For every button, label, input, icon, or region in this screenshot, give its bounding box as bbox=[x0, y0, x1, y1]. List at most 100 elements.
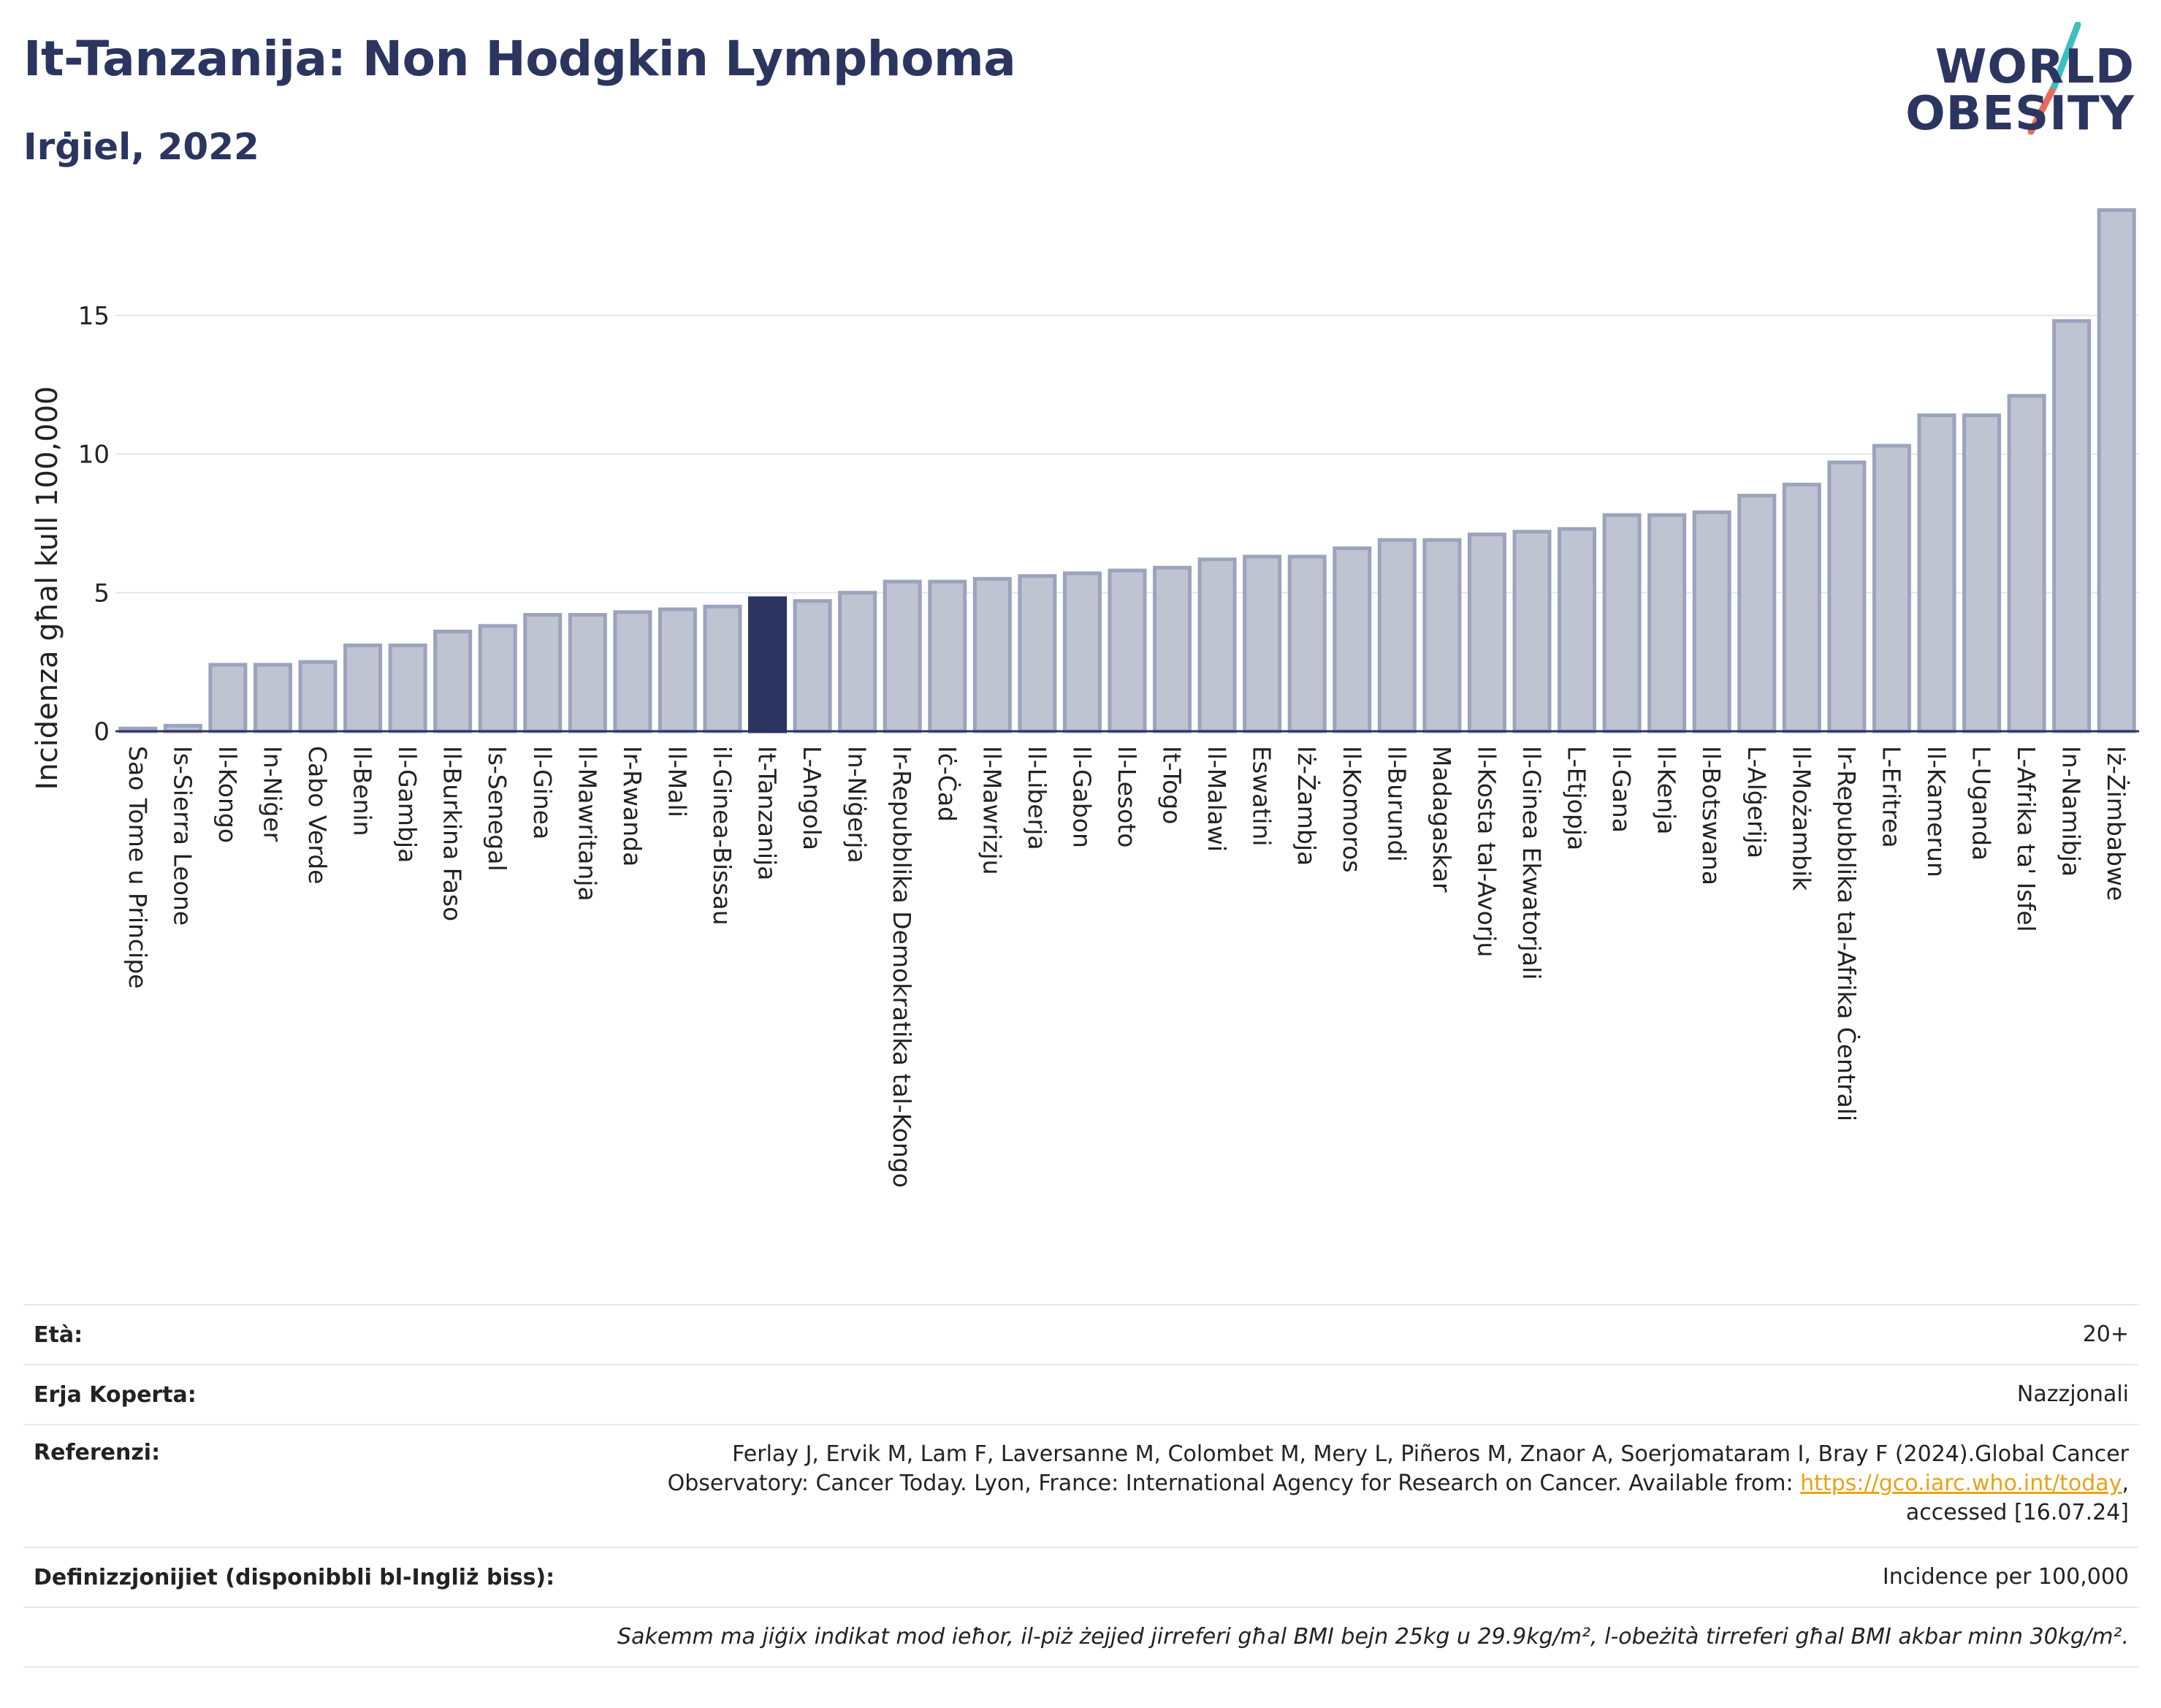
category-label: L-Angola bbox=[798, 746, 826, 850]
reference-line-2: Observatory: Cancer Today. Lyon, France:… bbox=[668, 1469, 2129, 1498]
category-label: Il-Malawi bbox=[1203, 746, 1231, 852]
category-label: Il-Ginea Ekwatorjali bbox=[1517, 746, 1546, 980]
world-obesity-logo: WORLD OBESITY bbox=[1899, 22, 2148, 153]
bar[interactable] bbox=[1512, 530, 1552, 733]
bar[interactable] bbox=[748, 596, 788, 733]
bar[interactable] bbox=[883, 579, 922, 733]
age-value: 20+ bbox=[2082, 1322, 2129, 1347]
category-label: Il-Burundi bbox=[1382, 746, 1411, 862]
category-label: Il-Możambik bbox=[1787, 746, 1815, 891]
category-label: Il-Kenja bbox=[1653, 746, 1681, 834]
category-label: Il-Burkina Faso bbox=[438, 746, 467, 921]
bar[interactable] bbox=[1737, 493, 1777, 733]
bar[interactable] bbox=[1692, 510, 1731, 733]
logo-slash-icon bbox=[2027, 22, 2081, 135]
category-label: In-Niġer bbox=[258, 746, 286, 842]
definitions-label: Definizzjonijiet (disponibbli bl-Ingliż … bbox=[34, 1564, 555, 1590]
bar[interactable] bbox=[1962, 413, 2002, 733]
bar[interactable] bbox=[1108, 568, 1147, 733]
category-label: Iż-Żambja bbox=[1292, 746, 1321, 866]
category-label: Il-Lesoto bbox=[1113, 746, 1141, 847]
reference-link[interactable]: https://gco.iarc.who.int/today bbox=[1800, 1471, 2122, 1496]
y-tick-label: 15 bbox=[78, 302, 110, 331]
bar[interactable] bbox=[658, 607, 697, 733]
bar[interactable] bbox=[433, 629, 473, 733]
bar[interactable] bbox=[568, 613, 607, 733]
bar[interactable] bbox=[253, 663, 292, 733]
age-label: Età: bbox=[34, 1322, 83, 1348]
category-label: Eswatini bbox=[1248, 746, 1276, 846]
bar[interactable] bbox=[2052, 319, 2092, 733]
bar[interactable] bbox=[1333, 546, 1372, 733]
bar[interactable] bbox=[298, 660, 338, 733]
bar[interactable] bbox=[388, 643, 427, 733]
category-label: Ir-Repubblika Demokratika tal-Kongo bbox=[888, 746, 916, 1188]
references-label: Referenzi: bbox=[34, 1440, 161, 1465]
bar[interactable] bbox=[1197, 557, 1237, 733]
bar[interactable] bbox=[1018, 573, 1057, 733]
logo-line-2: OBESITY bbox=[1905, 87, 2135, 141]
info-row-definitions: Definizzjonijiet (disponibbli bl-Ingliż … bbox=[23, 1547, 2139, 1606]
category-label: Il-Mali bbox=[663, 746, 691, 817]
bar[interactable] bbox=[1827, 460, 1867, 733]
category-label: Sao Tome u Principe bbox=[123, 746, 152, 988]
category-label: Iż-Żimbabwe bbox=[2102, 746, 2130, 901]
bar[interactable] bbox=[1377, 538, 1417, 733]
category-label: Il-Gabon bbox=[1067, 746, 1096, 848]
bar[interactable] bbox=[838, 590, 877, 733]
area-value: Nazzjonali bbox=[2016, 1381, 2129, 1407]
reference-line-2-comma: , bbox=[2122, 1471, 2129, 1496]
reference-line-2-text: Observatory: Cancer Today. Lyon, France:… bbox=[667, 1471, 1801, 1496]
reference-line-3: accessed [16.07.24] bbox=[1905, 1500, 2129, 1525]
y-tick-label: 5 bbox=[94, 579, 110, 608]
bar[interactable] bbox=[1422, 538, 1462, 733]
bar[interactable] bbox=[208, 663, 248, 733]
category-label: Cabo Verde bbox=[303, 746, 332, 884]
bar[interactable] bbox=[793, 599, 832, 733]
bar[interactable] bbox=[613, 610, 652, 733]
category-label: In-Namibja bbox=[2057, 746, 2086, 877]
category-label: Il-Mawritanja bbox=[573, 746, 601, 901]
category-label: L-Afrika ta' Isfel bbox=[2012, 746, 2040, 932]
bar[interactable] bbox=[478, 624, 517, 733]
info-row-area: Erja Koperta: Nazzjonali bbox=[23, 1364, 2139, 1424]
category-label: Madagaskar bbox=[1428, 746, 1456, 893]
bar[interactable] bbox=[1782, 482, 1821, 733]
bar[interactable] bbox=[2097, 208, 2136, 733]
bar[interactable] bbox=[523, 613, 563, 733]
bar[interactable] bbox=[343, 643, 383, 733]
bar-chart: 0 5 10 15 Sao Tome u Principe Is-Sierra Leon… bbox=[31, 208, 2139, 1188]
bar[interactable] bbox=[2007, 394, 2046, 733]
references-value: Ferlay J, Ervik M, Lam F, Laversanne M, … bbox=[668, 1440, 2129, 1528]
category-label: L-Alġerija bbox=[1742, 746, 1771, 858]
bar[interactable] bbox=[1243, 554, 1282, 733]
footnote: Sakemm ma jiġix indikat mod ieħor, il-pi… bbox=[617, 1624, 2129, 1650]
bar[interactable] bbox=[703, 604, 742, 733]
category-label: Il-Gambja bbox=[393, 746, 422, 863]
page-subtitle: Irġiel, 2022 bbox=[23, 126, 259, 168]
bar[interactable] bbox=[1602, 513, 1642, 733]
reference-line-1: Ferlay J, Ervik M, Lam F, Laversanne M, … bbox=[732, 1441, 2129, 1467]
category-label: Il-Kamerun bbox=[1922, 746, 1951, 877]
bar[interactable] bbox=[1153, 565, 1192, 733]
bar[interactable] bbox=[1917, 413, 1956, 733]
bar[interactable] bbox=[1647, 513, 1687, 733]
page-title: It-Tanzanija: Non Hodgkin Lymphoma bbox=[23, 31, 1016, 87]
bar[interactable] bbox=[1287, 554, 1327, 733]
category-label: Ir-Repubblika tal-Afrika Ċentrali bbox=[1832, 746, 1861, 1121]
bar[interactable] bbox=[1062, 571, 1102, 733]
info-row-note: Sakemm ma jiġix indikat mod ieħor, il-pi… bbox=[23, 1606, 2139, 1668]
bar[interactable] bbox=[928, 579, 967, 733]
category-label: Il-Botswana bbox=[1697, 746, 1726, 885]
bar[interactable] bbox=[1872, 443, 1911, 733]
bar[interactable] bbox=[1558, 527, 1597, 733]
bar[interactable] bbox=[1467, 533, 1506, 733]
category-label: It-Togo bbox=[1158, 746, 1186, 824]
category-label: Is-Sierra Leone bbox=[168, 746, 197, 926]
category-label: Il-Benin bbox=[348, 746, 377, 836]
y-tick-label: 10 bbox=[78, 441, 110, 470]
y-tick-label: 0 bbox=[94, 717, 110, 747]
axes: 0 5 10 15 bbox=[78, 302, 2139, 747]
category-label: Il-Kongo bbox=[213, 746, 242, 843]
bar[interactable] bbox=[972, 576, 1012, 733]
